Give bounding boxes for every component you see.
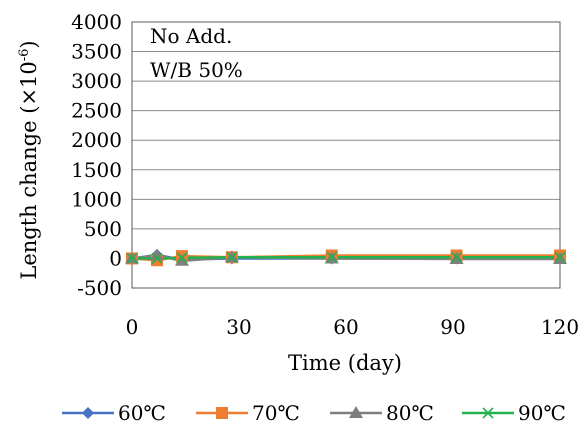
x-tick-label: 90 [440,315,465,339]
y-axis-label-close: ) [17,40,41,48]
series-lines [131,253,560,263]
data-point-3-2 [176,252,188,264]
y-tick-label: 1500 [71,158,122,182]
x-tick-label: 60 [333,315,358,339]
data-point-3-3 [226,251,238,263]
y-tick-label: -500 [77,276,122,300]
legend-marker [216,407,228,419]
legend-marker [482,407,494,419]
y-tick-label: 3000 [71,69,122,93]
y-axis-label-exponent: -6 [17,49,32,62]
y-axis-label-main: Length change (×10 [17,61,41,279]
series-line-3 [132,256,560,260]
y-tick-label: 500 [84,217,122,241]
y-tick-label: 2000 [71,128,122,152]
annotation-2: W/B 50% [150,58,243,82]
data-point-3-6 [554,251,566,263]
x-tick-labels: 0 30 60 90 120 [126,315,579,339]
legend-label: 60℃ [118,401,166,425]
legend-label: 80℃ [386,401,434,425]
x-axis-label: Time (day) [288,351,402,375]
data-point-3-4 [326,251,338,263]
y-tick-label: 1000 [71,187,122,211]
y-tick-label: 0 [109,246,122,270]
legend-item: 60℃ [62,401,166,425]
plot-frame [131,21,561,289]
legend-item: 90℃ [462,401,566,425]
x-tick-label: 120 [541,315,579,339]
data-point-2-1 [149,248,164,261]
y-tick-label: 3500 [71,40,122,64]
data-point-2-2 [174,253,189,266]
y-tick-label: 4000 [71,10,122,34]
legend-marker [349,406,363,418]
y-tick-label: 2500 [71,99,122,123]
legend-marker [82,407,94,419]
legend-label: 70℃ [252,401,300,425]
legend: 60℃ 70℃ 80℃ 90℃ [62,401,566,425]
legend-item: 80℃ [330,401,434,425]
legend-label: 90℃ [518,401,566,425]
x-tick-label: 30 [226,315,251,339]
data-point-3-0 [126,252,138,265]
annotation-1: No Add. [150,24,232,48]
legend-item: 70℃ [196,401,300,425]
x-tick-label: 0 [126,315,139,339]
series-markers [125,248,567,267]
y-axis-label: Length change (×10-6) [17,40,41,279]
y-tick-labels: -500 0 500 1000 1500 2000 2500 3000 3500 4000 [71,10,122,300]
data-point-3-1 [151,252,163,265]
data-point-3-5 [451,251,463,263]
